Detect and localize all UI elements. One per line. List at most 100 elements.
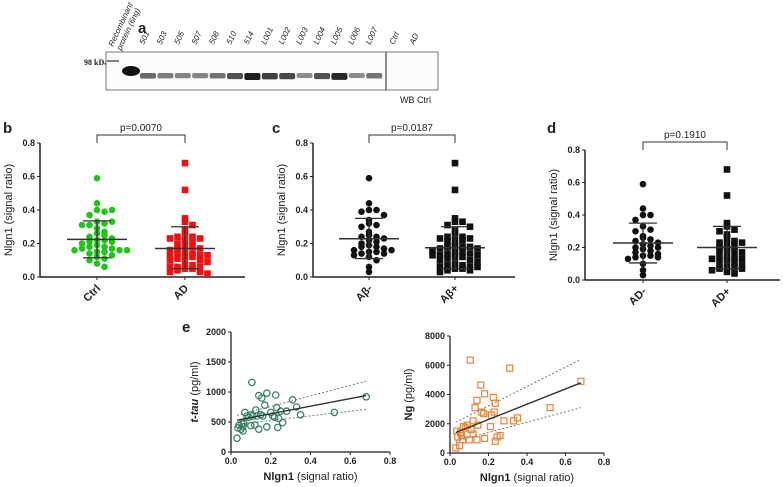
data-point (491, 437, 499, 445)
blot-band (348, 73, 365, 79)
data-point (196, 263, 204, 271)
p-value: p=0.0070 (120, 123, 162, 134)
data-point (86, 243, 93, 251)
data-point (189, 243, 196, 251)
regression-line (236, 394, 367, 421)
lane-label: 503 (155, 29, 169, 45)
panel-label-d: d (547, 120, 556, 137)
y-axis-label: Nlgn1 (signal ratio) (276, 164, 288, 256)
data-point (174, 233, 181, 241)
data-point (350, 246, 358, 254)
y-tick-label: 1500 (206, 357, 226, 367)
data-point (288, 395, 297, 404)
data-point (260, 401, 269, 410)
x-axis-label: Nlgn1 (signal ratio) (480, 472, 574, 484)
data-point (716, 239, 723, 246)
western-blot: 98 kDa WB Ctrl Recombinant protein (6ng)… (84, 0, 439, 105)
data-point (723, 268, 731, 276)
data-point (731, 258, 738, 266)
data-point (429, 246, 436, 254)
data-point (444, 261, 451, 269)
data-point (189, 233, 196, 241)
data-point (204, 270, 211, 277)
data-point (491, 399, 499, 407)
y-tick-label: 0.4 (567, 210, 580, 220)
data-point (108, 251, 116, 259)
data-point (632, 216, 639, 224)
data-point (86, 221, 93, 229)
data-point (459, 253, 466, 261)
data-point (166, 256, 174, 264)
y-axis-label: Nlgn1 (signal ratio) (3, 164, 15, 256)
y-tick-label: 0.6 (22, 172, 35, 182)
data-point (474, 245, 481, 252)
y-tick-label: 0.4 (295, 205, 308, 215)
data-point (496, 431, 504, 440)
x-axis-label-rest: (signal ratio) (510, 472, 574, 484)
data-point (365, 174, 373, 182)
data-point (458, 436, 467, 444)
data-point (436, 268, 444, 276)
panel-label-e: e (182, 319, 190, 336)
data-point (429, 251, 436, 259)
data-point (444, 233, 451, 241)
data-point (654, 253, 662, 261)
lane-label: L003 (294, 25, 310, 45)
blot-band (227, 73, 243, 80)
data-point (108, 245, 116, 252)
x-axis-label-rest: (signal ratio) (294, 471, 358, 483)
data-point (708, 266, 716, 274)
data-point (444, 243, 451, 251)
data-point (271, 391, 280, 399)
ci-lower-line (455, 407, 582, 442)
data-point (716, 247, 723, 255)
scatter-plot-e-tau: 0.0 0.2 0.4 0.6 0.8 0 500 1000 1500 2000 Nlgn1 (si… (189, 327, 396, 483)
x-tick-label: AD (171, 283, 191, 303)
data-point (632, 249, 639, 256)
data-point (466, 263, 474, 271)
data-point (639, 205, 647, 212)
x-tick-label: 0.0 (444, 457, 457, 467)
data-point (373, 206, 380, 214)
data-point (373, 238, 380, 246)
data-point (436, 263, 444, 271)
data-point (108, 218, 116, 226)
data-point (380, 211, 388, 219)
data-point (86, 233, 93, 241)
data-point (123, 246, 131, 254)
x-tick-label: 0.8 (598, 457, 611, 467)
data-point (86, 238, 93, 246)
data-point (738, 249, 746, 256)
data-point (647, 247, 654, 255)
data-point (444, 267, 451, 274)
data-point (477, 381, 485, 389)
lane-label: L001 (259, 26, 275, 46)
data-point (466, 356, 474, 364)
data-point (204, 251, 211, 259)
blot-band (174, 73, 191, 79)
blot-band (314, 73, 330, 80)
data-point (451, 215, 459, 222)
scatter-plot-e-ng: 0.0 0.2 0.4 0.6 0.8 0 2000 4000 6000 8000 Nlgn1 (s… (403, 331, 610, 484)
data-point (240, 419, 248, 428)
data-point (474, 258, 481, 266)
data-point (108, 206, 116, 214)
data-point (486, 423, 495, 431)
y-tick-label: 500 (211, 417, 226, 427)
data-point (716, 260, 723, 268)
data-point (474, 263, 481, 271)
lane-label: 510 (225, 29, 239, 45)
data-point (480, 409, 488, 418)
ci-lower-line (236, 408, 367, 425)
data-point (632, 227, 639, 235)
x-tick-label: Aβ- (354, 282, 376, 304)
data-point (239, 427, 247, 435)
data-point (466, 223, 474, 231)
y-tick-label: 0.2 (295, 239, 308, 249)
data-point (358, 223, 365, 231)
data-point (716, 253, 723, 261)
data-point (181, 186, 189, 194)
y-axis-label: Ng (pg/ml) (403, 369, 415, 421)
lane-label: L004 (312, 25, 328, 45)
data-point (101, 248, 108, 256)
